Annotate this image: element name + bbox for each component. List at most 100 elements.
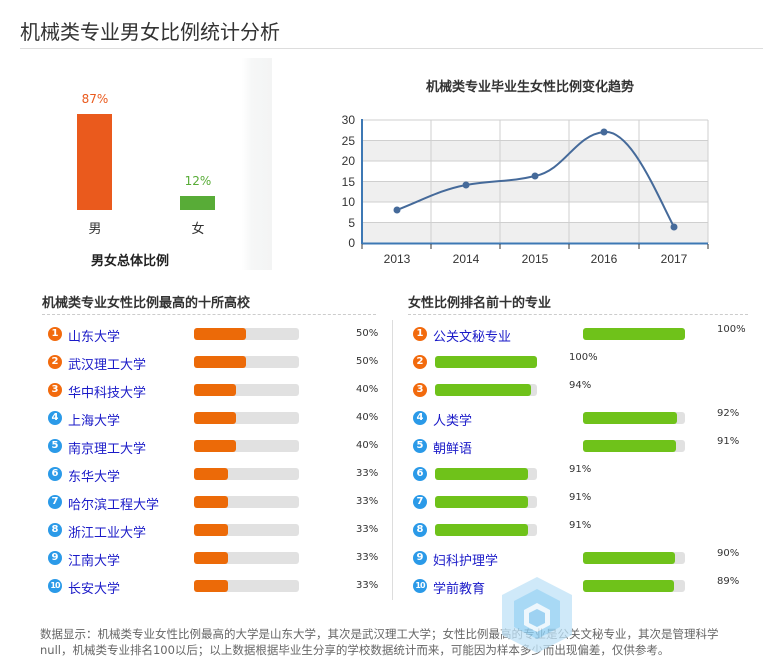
rank-badge-icon: 5	[413, 439, 427, 453]
school-link[interactable]: 浙江工业大学	[68, 526, 147, 541]
majors-title-divider	[408, 314, 748, 315]
school-link[interactable]: 华中科技大学	[68, 386, 147, 401]
percent-value: 90%	[717, 548, 740, 559]
percent-value: 40%	[356, 440, 379, 451]
svg-text:5: 5	[348, 216, 355, 230]
progress-track	[583, 552, 685, 564]
percent-value: 50%	[356, 356, 379, 367]
progress-fill	[194, 496, 229, 508]
trend-chart-title: 机械类专业毕业生女性比例变化趋势	[425, 80, 634, 95]
watermark-logo-icon	[502, 577, 572, 653]
progress-fill	[435, 468, 528, 480]
rank-badge-icon: 10	[413, 579, 427, 593]
progress-track	[194, 580, 299, 592]
rank-badge-icon: 1	[48, 327, 62, 341]
progress-fill	[583, 580, 674, 592]
major-row: 8 91%	[413, 520, 753, 540]
section-divider	[392, 320, 393, 600]
female-bar	[180, 196, 215, 210]
percent-value: 89%	[717, 576, 740, 587]
school-link[interactable]: 上海大学	[68, 414, 121, 429]
school-row: 9 江南大学 33%	[48, 548, 388, 569]
school-link[interactable]: 哈尔滨工程大学	[68, 498, 160, 513]
rank-badge-icon: 9	[48, 551, 62, 565]
school-link[interactable]: 东华大学	[68, 470, 121, 485]
rank-badge-icon: 2	[413, 355, 427, 369]
major-link[interactable]: 公关文秘专业	[433, 330, 512, 345]
school-row: 10 长安大学 33%	[48, 576, 388, 597]
rank-badge-icon: 3	[413, 383, 427, 397]
percent-value: 33%	[356, 468, 379, 479]
title-divider	[20, 48, 763, 49]
percent-value: 94%	[569, 380, 592, 391]
progress-track	[194, 524, 299, 536]
progress-track	[435, 356, 537, 368]
rank-badge-icon: 5	[48, 439, 62, 453]
rank-badge-icon: 4	[48, 411, 62, 425]
major-row: 1 公关文秘专业 100%	[413, 324, 753, 345]
major-row: 6 91%	[413, 464, 753, 484]
svg-text:10: 10	[342, 195, 356, 209]
percent-value: 100%	[717, 324, 746, 335]
progress-fill	[435, 496, 528, 508]
school-row: 7 哈尔滨工程大学 33%	[48, 492, 388, 513]
school-link[interactable]: 南京理工大学	[68, 442, 147, 457]
female-label: 女	[191, 222, 205, 237]
school-row: 8 浙江工业大学 33%	[48, 520, 388, 541]
percent-value: 40%	[356, 412, 379, 423]
rank-badge-icon: 10	[48, 579, 62, 593]
school-link[interactable]: 山东大学	[68, 330, 121, 345]
progress-fill	[194, 468, 229, 480]
percent-value: 91%	[569, 520, 592, 531]
progress-track	[194, 384, 299, 396]
progress-fill	[435, 384, 531, 396]
progress-track	[194, 328, 299, 340]
percent-value: 100%	[569, 352, 598, 363]
school-link[interactable]: 长安大学	[68, 582, 121, 597]
percent-value: 50%	[356, 328, 379, 339]
progress-fill	[583, 440, 676, 452]
progress-fill	[583, 412, 677, 424]
majors-section-title: 女性比例排名前十的专业	[408, 296, 552, 311]
rank-badge-icon: 8	[48, 523, 62, 537]
school-row: 1 山东大学 50%	[48, 324, 388, 345]
rank-badge-icon: 9	[413, 551, 427, 565]
progress-track	[194, 496, 299, 508]
percent-value: 33%	[356, 496, 379, 507]
progress-track	[583, 328, 685, 340]
major-row: 7 91%	[413, 492, 753, 512]
major-row: 10 学前教育 89%	[413, 576, 753, 597]
data-footnote: 数据显示：机械类专业女性比例最高的大学是山东大学，其次是武汉理工大学；女性比例最…	[40, 627, 719, 657]
major-row: 4 人类学 92%	[413, 408, 753, 429]
major-link[interactable]: 人类学	[433, 414, 473, 429]
progress-fill	[194, 356, 246, 368]
progress-fill	[194, 524, 229, 536]
female-value-label: 12%	[184, 174, 212, 188]
progress-fill	[194, 552, 229, 564]
svg-text:15: 15	[342, 175, 356, 189]
percent-value: 40%	[356, 384, 379, 395]
rank-badge-icon: 8	[413, 523, 427, 537]
rank-badge-icon: 7	[48, 495, 62, 509]
svg-text:2015: 2015	[522, 252, 549, 266]
major-link[interactable]: 朝鲜语	[433, 442, 473, 457]
major-link[interactable]: 学前教育	[433, 582, 486, 597]
progress-track	[194, 468, 299, 480]
male-bar	[77, 114, 112, 210]
school-row: 5 南京理工大学 40%	[48, 436, 388, 457]
progress-track	[583, 440, 685, 452]
rank-badge-icon: 1	[413, 327, 427, 341]
school-row: 2 武汉理工大学 50%	[48, 352, 388, 373]
trend-line-chart: 30 25 20 15 10 5 0 2013 2014 2015 2016 2…	[342, 113, 709, 266]
progress-fill	[194, 412, 236, 424]
percent-value: 33%	[356, 552, 379, 563]
schools-section-title: 机械类专业女性比例最高的十所高校	[42, 296, 251, 311]
percent-value: 33%	[356, 580, 379, 591]
school-link[interactable]: 武汉理工大学	[68, 358, 147, 373]
school-row: 6 东华大学 33%	[48, 464, 388, 485]
major-link[interactable]: 妇科护理学	[433, 554, 499, 569]
school-link[interactable]: 江南大学	[68, 554, 121, 569]
svg-text:2017: 2017	[661, 252, 688, 266]
page-title: 机械类专业男女比例统计分析	[20, 20, 280, 44]
rank-badge-icon: 2	[48, 355, 62, 369]
